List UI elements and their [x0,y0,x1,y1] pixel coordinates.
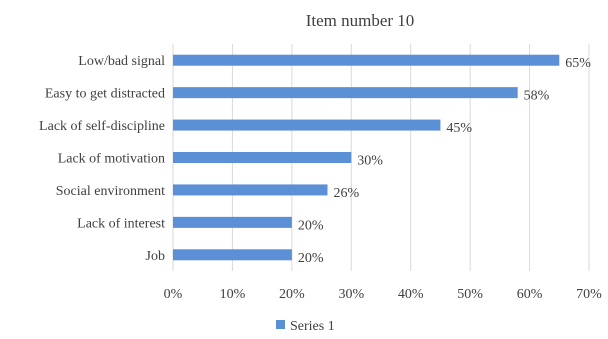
data-label: 30% [357,154,383,169]
x-tick-label: 20% [279,287,305,302]
x-tick-label: 0% [164,287,183,302]
data-labels: 65% 58% 45% 30% 26% 20% 20% [298,56,591,266]
data-label: 20% [298,218,324,233]
data-label: 58% [524,89,550,104]
category-label: Lack of interest [77,216,165,231]
legend: Series 1 [276,319,335,334]
bar [173,54,560,66]
x-axis-tick-labels: 0% 10% 20% 30% 40% 50% 60% 70% [164,287,603,302]
x-tick-label: 50% [457,287,483,302]
category-label: Lack of self-discipline [39,119,165,134]
legend-swatch [276,320,285,329]
chart-title: Item number 10 [306,11,415,30]
x-tick-label: 70% [576,287,602,302]
data-label: 45% [446,121,472,136]
x-tick-label: 30% [338,287,364,302]
category-label: Easy to get distracted [45,87,165,102]
bar [173,249,292,261]
bar [173,216,292,228]
category-label: Lack of motivation [58,152,165,167]
bar [173,152,352,163]
x-tick-label: 40% [398,287,424,302]
category-label: Low/bad signal [78,54,165,69]
bars [173,54,560,261]
category-labels: Low/bad signal Easy to get distracted Lack… [39,54,165,264]
x-tick-label: 60% [517,287,543,302]
legend-label: Series 1 [290,319,335,334]
bar [173,119,441,131]
category-label: Social environment [56,184,165,199]
category-label: Job [146,249,165,264]
data-label: 26% [334,186,360,201]
data-label: 65% [565,56,591,71]
data-label: 20% [298,251,324,266]
x-tick-label: 10% [220,287,246,302]
bar [173,184,328,196]
bar [173,87,518,99]
